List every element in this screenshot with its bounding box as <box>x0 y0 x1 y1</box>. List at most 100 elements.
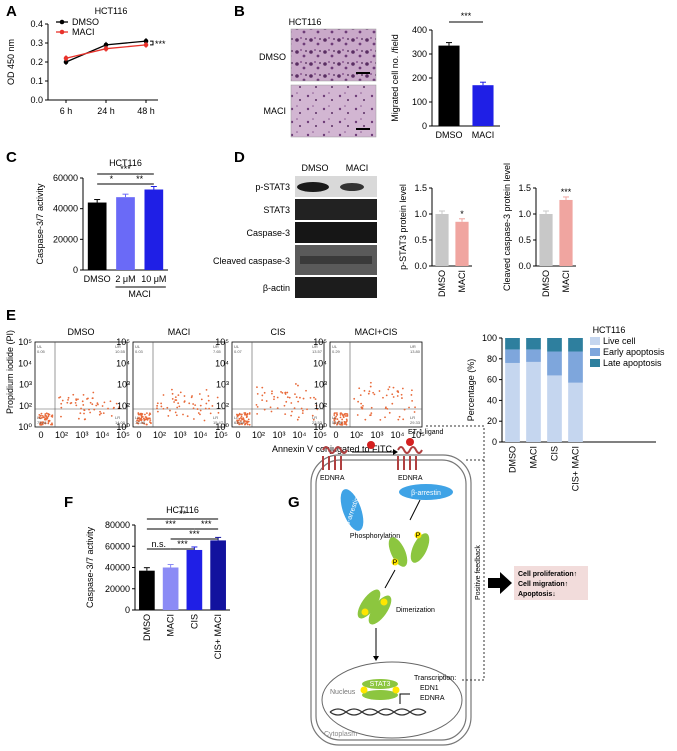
flow-event <box>384 416 386 419</box>
flow-event <box>99 410 101 413</box>
flow-event <box>273 395 276 398</box>
legend-label: Live cell <box>603 336 636 346</box>
flow-event <box>335 412 338 414</box>
flow-event <box>51 422 53 425</box>
y-tick-label: 0.0 <box>30 95 43 105</box>
flow-event <box>205 402 208 405</box>
flow-x-tick-label: 10² <box>252 430 265 440</box>
y-axis-label: p-STAT3 protein level <box>398 184 408 270</box>
flow-event <box>346 413 349 415</box>
panel-letter-c: C <box>6 149 17 166</box>
blot-band <box>300 256 372 264</box>
blot-label-cleaved-caspase-3: Cleaved caspase-3 <box>213 256 290 266</box>
flow-x-tick-label: 10⁵ <box>411 430 425 440</box>
chart-bar-b: 0 100 200 300 400 Migrated cell no. /field DMS… <box>390 11 500 140</box>
transcription-label: Transcription: <box>414 675 456 682</box>
flow-event <box>149 419 152 422</box>
quadrant-value-ur: 13.80 <box>410 349 421 354</box>
chart-stacked-e: 0 20 40 60 80 100 Percentage (%) HCT116 DMSO MACI… <box>466 325 665 491</box>
flow-event <box>335 415 338 418</box>
phospho-icon <box>414 531 422 539</box>
flow-event <box>174 396 177 399</box>
y-tick-label: 0.5 <box>518 235 531 245</box>
flow-event <box>70 401 73 404</box>
y-tick-label: 40 <box>487 395 497 405</box>
flow-event <box>192 403 195 405</box>
flow-event <box>145 416 148 419</box>
flow-event <box>392 386 395 389</box>
flow-event <box>296 418 299 421</box>
flow-event <box>115 402 118 405</box>
quadrant-label-ll: LL <box>37 415 42 420</box>
quadrant-label-ur: UR <box>115 344 121 349</box>
flow-event <box>200 398 203 401</box>
y-tick-label: 0.0 <box>414 261 427 271</box>
flow-x-tick-label: 10³ <box>173 430 186 440</box>
flow-event <box>175 414 178 417</box>
chart-title: HCT116 <box>166 505 199 515</box>
flow-event <box>171 388 173 391</box>
flow-x-tick-label: 10² <box>55 430 68 440</box>
cell-membrane-inner <box>315 459 467 741</box>
flow-y-axis-label: Propidium iodide (PI) <box>5 330 15 414</box>
legend-label: Early apoptosis <box>603 347 665 357</box>
flow-event <box>67 396 70 399</box>
flow-event <box>242 417 245 419</box>
significance-label: *** <box>155 39 166 49</box>
flow-event <box>256 392 259 395</box>
flow-event <box>84 418 87 421</box>
y-tick-label: 300 <box>412 49 427 59</box>
receptor-left <box>322 446 348 470</box>
flow-cytometry-plots: DMSOUL0.05UR10.55LL75.41LR14.0010⁰10²10³… <box>18 327 425 440</box>
flow-event <box>391 402 394 405</box>
significance-label: * <box>110 174 114 184</box>
flow-event <box>173 401 175 403</box>
flow-event <box>313 396 315 399</box>
flow-event <box>92 391 95 394</box>
flow-event <box>144 413 146 416</box>
outcome-migration: Cell migration↑ <box>518 581 568 588</box>
flow-event <box>364 418 367 421</box>
y-tick-label: 0 <box>492 437 497 447</box>
flow-event <box>396 395 399 397</box>
flow-event <box>117 407 120 410</box>
flow-event <box>243 421 245 423</box>
flow-event <box>246 423 249 426</box>
flow-event <box>160 405 163 408</box>
flow-event <box>265 400 268 402</box>
flow-event <box>176 406 179 409</box>
stat3-dimer-nucleus <box>362 690 398 700</box>
flow-y-tick-label: 10⁴ <box>18 358 32 368</box>
flow-event <box>270 410 273 413</box>
pathway-diagram: ET-1 ligand EDNRA EDNRA β-arrestin β-arr… <box>310 425 588 746</box>
flow-event <box>341 418 344 421</box>
pathway-arrow <box>384 569 396 589</box>
quadrant-value-ul: 0.05 <box>37 349 46 354</box>
flow-y-tick-label: 10² <box>314 401 327 411</box>
receptor-label-left: EDNRA <box>320 475 345 482</box>
stack-segment <box>526 338 541 350</box>
flow-event <box>138 420 140 423</box>
phospho-icon <box>392 686 400 694</box>
flow-event <box>199 404 202 407</box>
flow-event <box>372 391 375 394</box>
legend-marker <box>59 29 65 35</box>
bar-maci <box>162 567 179 610</box>
flow-event <box>240 416 242 419</box>
flow-event <box>38 416 40 419</box>
quadrant-value-ul: 0.29 <box>332 349 341 354</box>
quadrant-value-lr: 29.33 <box>410 420 421 425</box>
significance-label: *** <box>461 11 472 21</box>
receptor-label-right: EDNRA <box>398 475 423 482</box>
flow-event <box>397 418 400 421</box>
ligand-icon <box>406 438 414 446</box>
flow-event <box>162 407 165 410</box>
flow-event <box>241 423 243 425</box>
flow-event <box>273 398 275 401</box>
y-tick-label: 60000 <box>53 173 78 183</box>
flow-event <box>286 396 289 399</box>
flow-event <box>183 401 186 403</box>
flow-event <box>297 400 300 403</box>
bar-cis <box>186 549 203 610</box>
quadrant-label-lr: LR <box>115 415 120 420</box>
